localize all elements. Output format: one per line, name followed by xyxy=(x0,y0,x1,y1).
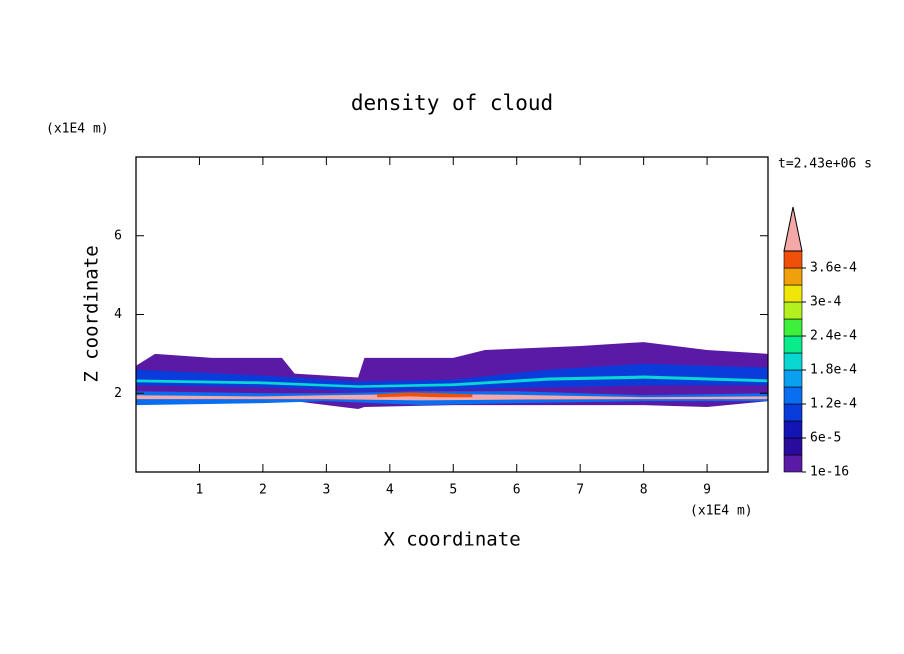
colorbar-band xyxy=(783,352,803,371)
x-tick-label: 3 xyxy=(322,483,330,498)
field xyxy=(136,342,768,409)
y-axis-label: Z coordinate xyxy=(81,245,103,382)
y-tick-label: 6 xyxy=(114,228,122,243)
colorbar-tick-label: 1e-16 xyxy=(810,465,849,480)
colorbar-band xyxy=(783,420,803,439)
x-unit: (x1E4 m) xyxy=(690,504,753,519)
colorbar-band xyxy=(783,318,803,337)
colorbar-band xyxy=(783,335,803,354)
x-tick-label: 6 xyxy=(513,483,521,498)
x-tick-label: 8 xyxy=(640,483,648,498)
colorbar-band xyxy=(783,267,803,286)
x-tick-label: 4 xyxy=(386,483,394,498)
colorbar-tick-label: 1.2e-4 xyxy=(810,397,857,412)
x-tick-label: 5 xyxy=(449,483,457,498)
x-tick-label: 2 xyxy=(259,483,267,498)
colorbar-tick-label: 3.6e-4 xyxy=(810,261,857,276)
y-tick-label: 2 xyxy=(114,386,122,401)
colorbar-band xyxy=(783,250,803,269)
contour-region xyxy=(136,342,768,409)
colorbar-tick-label: 2.4e-4 xyxy=(810,329,857,344)
time-annotation: t=2.43e+06 s xyxy=(778,157,872,172)
x-tick-label: 9 xyxy=(703,483,711,498)
colorbar-band xyxy=(783,369,803,388)
contour-region xyxy=(136,375,768,388)
colorbar-band xyxy=(783,454,803,473)
colorbar-band xyxy=(783,386,803,405)
x-tick-label: 1 xyxy=(196,483,204,498)
colorbar-tick-label: 3e-4 xyxy=(810,295,841,310)
colorbar-band xyxy=(783,284,803,303)
y-tick-label: 4 xyxy=(114,307,122,322)
contour-region xyxy=(377,392,473,398)
colorbar-band xyxy=(783,301,803,320)
x-axis-label: X coordinate xyxy=(383,529,520,551)
y-unit: (x1E4 m) xyxy=(46,122,109,137)
colorbar-band xyxy=(783,437,803,456)
colorbar-band xyxy=(783,403,803,422)
chart-title: density of cloud xyxy=(351,91,553,115)
colorbar-overflow xyxy=(783,206,803,252)
colorbar-tick-label: 6e-5 xyxy=(810,431,841,446)
colorbar-tick-label: 1.8e-4 xyxy=(810,363,857,378)
x-tick-label: 7 xyxy=(576,483,584,498)
